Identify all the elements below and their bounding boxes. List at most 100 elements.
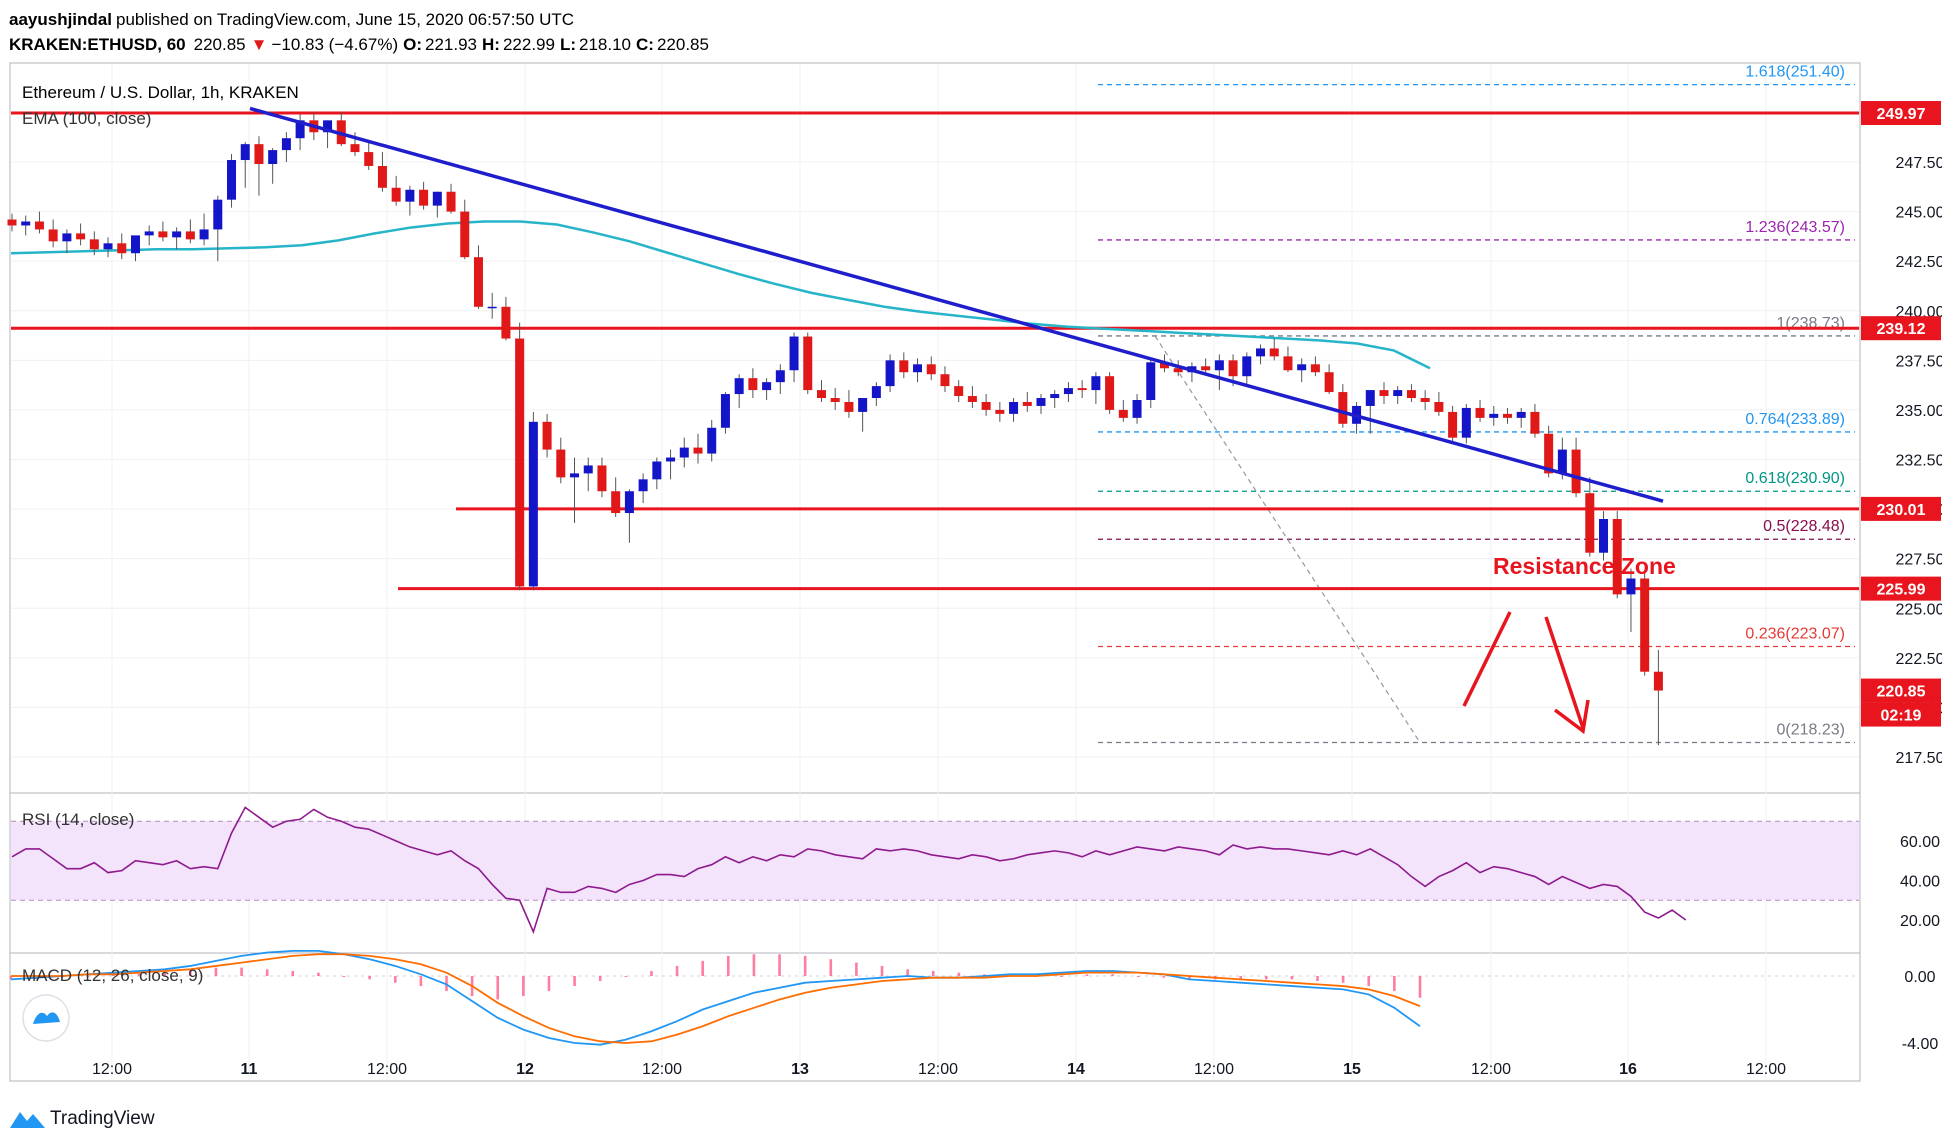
- macd-histogram-bar: [240, 968, 243, 976]
- macd-histogram-bar: [650, 971, 653, 976]
- open-value: 221.93: [425, 35, 477, 54]
- macd-histogram-bar: [855, 963, 858, 976]
- candle-body: [1380, 390, 1389, 396]
- time-axis-tick: 11: [241, 1061, 258, 1078]
- candle-body: [1078, 388, 1087, 390]
- candle-body: [1585, 493, 1594, 553]
- candle-body: [831, 398, 840, 402]
- candle-body: [1270, 348, 1279, 356]
- candle-body: [1599, 519, 1608, 553]
- macd-histogram-bar: [522, 976, 525, 996]
- candle-body: [62, 233, 71, 241]
- low-value: 218.10: [579, 35, 631, 54]
- fib-level-label: 0(218.23): [1777, 722, 1846, 739]
- macd-histogram-bar: [958, 973, 961, 976]
- candle-body: [1517, 412, 1526, 418]
- candle-body: [529, 422, 538, 587]
- macd-histogram-bar: [1419, 976, 1422, 998]
- macd-histogram-bar: [420, 976, 423, 986]
- time-axis-tick: 12:00: [642, 1061, 682, 1078]
- fib-level-label: 0.236(223.07): [1745, 626, 1845, 643]
- candle-body: [913, 364, 922, 372]
- candle-body: [433, 192, 442, 206]
- candle-body: [1654, 672, 1663, 691]
- candle-body: [1064, 388, 1073, 394]
- candle-body: [1133, 400, 1142, 418]
- macd-histogram-bar: [368, 976, 371, 979]
- candle-body: [1009, 402, 1018, 414]
- candle-body: [625, 491, 634, 513]
- close-label: C:: [636, 35, 654, 54]
- macd-histogram-bar: [1316, 976, 1319, 981]
- macd-histogram-bar: [496, 976, 499, 999]
- fib-level-label: 0.618(230.90): [1745, 470, 1845, 487]
- macd-histogram-bar: [394, 976, 397, 983]
- last-price: 220.85: [194, 35, 246, 54]
- candle-body: [131, 235, 140, 253]
- candle-body: [1215, 360, 1224, 370]
- candle-body: [1530, 412, 1539, 434]
- candle-body: [378, 166, 387, 188]
- time-axis-tick: 12: [516, 1061, 534, 1078]
- macd-histogram-bar: [1163, 976, 1166, 978]
- time-axis-tick: 12:00: [1194, 1061, 1234, 1078]
- candle-body: [721, 394, 730, 428]
- publisher-line: aayushjindal published on TradingView.com…: [9, 10, 574, 29]
- candle-body: [1146, 362, 1155, 400]
- macd-histogram-bar: [625, 976, 628, 977]
- price-tag-label: 249.97: [1877, 106, 1926, 123]
- price-tag-label: 225.99: [1877, 582, 1926, 599]
- candle-body: [1256, 348, 1265, 356]
- price-axis-tick: 245.00: [1896, 205, 1942, 222]
- candle-body: [1105, 376, 1114, 410]
- macd-histogram-bar: [1291, 976, 1294, 979]
- candle-body: [21, 222, 30, 226]
- candle-body: [282, 138, 291, 150]
- candle-body: [940, 374, 949, 386]
- candle-body: [76, 233, 85, 239]
- time-axis-tick: 12:00: [367, 1061, 407, 1078]
- candle-body: [158, 231, 167, 237]
- ema-legend: EMA (100, close): [22, 109, 151, 128]
- candle-body: [1448, 412, 1457, 438]
- candle-body: [8, 220, 17, 226]
- macd-histogram-bar: [599, 976, 602, 981]
- candle-body: [995, 410, 1004, 414]
- time-axis-tick: 14: [1067, 1061, 1085, 1078]
- price-axis-tick: 237.50: [1896, 353, 1942, 370]
- candle-body: [927, 364, 936, 374]
- macd-axis-tick: -4.00: [1902, 1036, 1939, 1053]
- candle-body: [1476, 408, 1485, 418]
- candle-body: [666, 458, 675, 462]
- candle-body: [597, 465, 606, 491]
- candle-body: [104, 243, 113, 249]
- rsi-axis-tick: 20.00: [1900, 913, 1940, 930]
- candle-body: [1421, 398, 1430, 402]
- macd-axis-tick: 0.00: [1904, 969, 1935, 986]
- candle-body: [1297, 364, 1306, 370]
- candle-body: [1626, 579, 1635, 595]
- candle-body: [543, 422, 552, 450]
- candle-body: [145, 231, 154, 235]
- macd-histogram-bar: [906, 969, 909, 976]
- candle-body: [735, 378, 744, 394]
- tradingview-badge[interactable]: [23, 995, 69, 1041]
- candle-body: [570, 473, 579, 477]
- rsi-overbought-oversold-band: [11, 821, 1859, 900]
- candle-body: [200, 229, 209, 239]
- candle-body: [1558, 450, 1567, 474]
- candle-body: [1023, 402, 1032, 406]
- price-axis-tick: 222.50: [1896, 651, 1942, 668]
- candle-body: [1572, 450, 1581, 494]
- price-tag-label: 230.01: [1877, 502, 1926, 519]
- candle-body: [1503, 414, 1512, 418]
- time-axis-tick: 16: [1619, 1061, 1637, 1078]
- candle-body: [1091, 376, 1100, 390]
- candle-body: [35, 222, 44, 230]
- candle-body: [858, 398, 867, 412]
- candle-body: [1229, 360, 1238, 376]
- price-tag-label: 220.85: [1877, 684, 1926, 701]
- candle-body: [364, 152, 373, 166]
- macd-histogram-bar: [317, 973, 320, 976]
- candle-body: [460, 212, 469, 258]
